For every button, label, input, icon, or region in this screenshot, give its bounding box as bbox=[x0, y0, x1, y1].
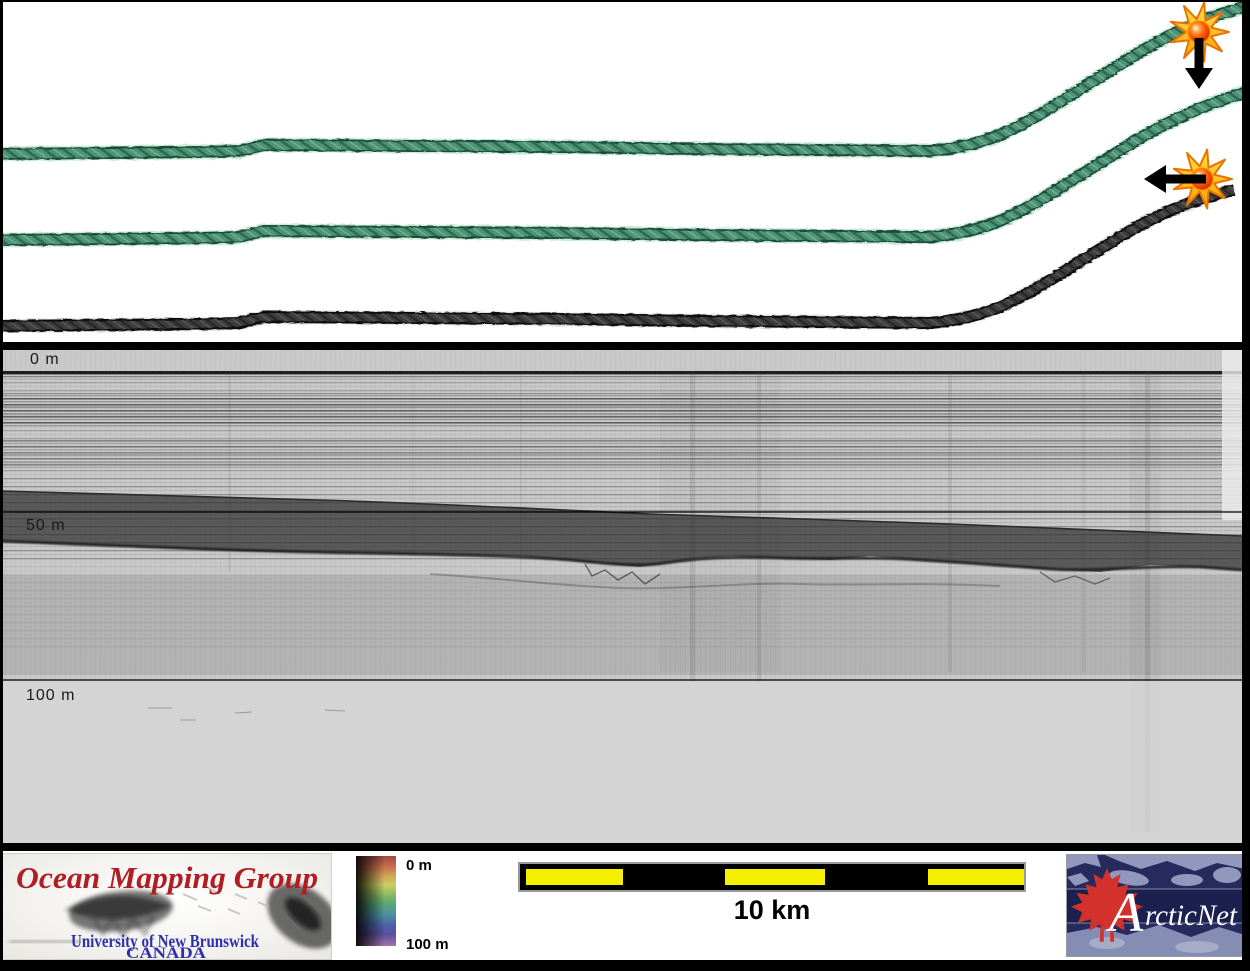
arcticnet-rest: rcticNet bbox=[1145, 899, 1238, 932]
depth-label-0m: 0 m bbox=[30, 351, 60, 368]
blast-marker-down bbox=[1169, 1, 1230, 89]
swath-panel bbox=[0, 0, 1250, 333]
omg-title: Ocean Mapping Group bbox=[16, 860, 318, 895]
omg-country: CANADA bbox=[126, 945, 207, 959]
scale-bar-segment-yellow-1 bbox=[526, 869, 623, 885]
omg-logo: Ocean Mapping Group University of New Br… bbox=[2, 853, 332, 960]
border-top bbox=[0, 0, 1250, 2]
colorbar-top-label: 0 m bbox=[406, 857, 432, 874]
separator-top-panel bbox=[0, 342, 1250, 350]
scale-bar-segment-yellow-2 bbox=[725, 869, 825, 885]
surface-return-line bbox=[0, 371, 1242, 380]
omg-university: University of New Brunswick bbox=[71, 931, 259, 951]
colorbar-bottom-label: 100 m bbox=[406, 936, 449, 953]
arcticnet-initial: A bbox=[1105, 882, 1144, 944]
scale-bar-label: 10 km bbox=[733, 895, 811, 925]
deep-faint-returns bbox=[148, 707, 346, 721]
scale-bar bbox=[518, 862, 1026, 892]
depth-label-50m: 50 m bbox=[26, 517, 66, 534]
down-arrow-icon bbox=[1185, 38, 1213, 89]
maple-leaf-icon bbox=[1071, 868, 1143, 942]
omg-sonar-image bbox=[9, 883, 331, 949]
seafloor-reflector bbox=[0, 490, 1242, 675]
swath-ribbon-bottom bbox=[0, 183, 1236, 333]
swath-ribbon-middle bbox=[0, 83, 1250, 248]
border-bottom bbox=[0, 960, 1250, 971]
border-right bbox=[1242, 0, 1250, 971]
depth-label-100m: 100 m bbox=[26, 687, 76, 704]
blast-marker-left bbox=[1144, 148, 1233, 210]
echogram bbox=[0, 350, 1242, 843]
left-arrow-icon bbox=[1144, 165, 1206, 193]
separator-footer bbox=[0, 843, 1250, 851]
swath-ribbon-top bbox=[0, 0, 1250, 162]
footer: Ocean Mapping Group University of New Br… bbox=[0, 851, 1246, 960]
scale-bar-segment-yellow-3 bbox=[928, 869, 1024, 885]
border-left bbox=[0, 0, 3, 971]
colorbar-gradient bbox=[356, 856, 396, 946]
arcticnet-logo: A rcticNet bbox=[1066, 854, 1246, 957]
